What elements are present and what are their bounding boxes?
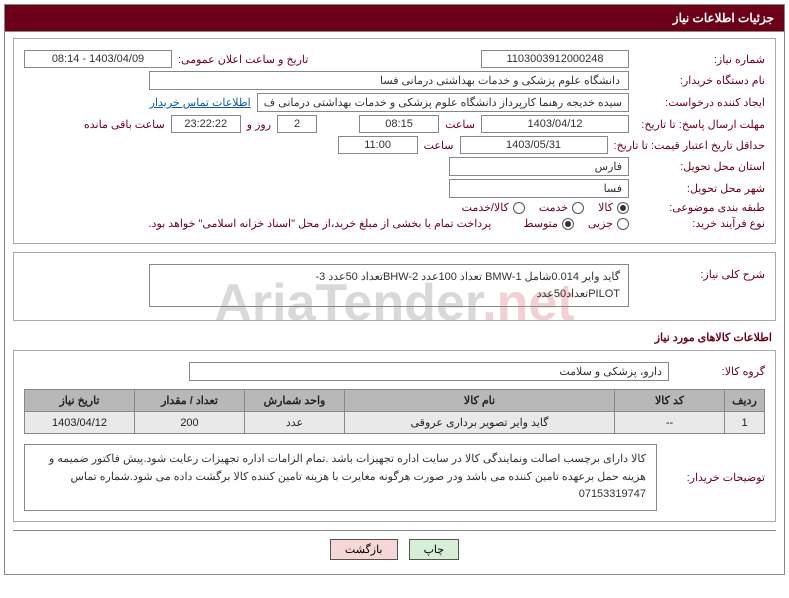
- desc-fieldset: شرح کلی نیاز: گاید وایر 0.014شامل BMW-1 …: [13, 252, 776, 321]
- radio-متوسط[interactable]: متوسط: [523, 217, 574, 230]
- radio-کالا/خدمت[interactable]: کالا/خدمت: [462, 201, 525, 214]
- val-buyer-org: دانشگاه علوم پزشکی و خدمات بهداشتی درمان…: [149, 71, 629, 90]
- table-cell: عدد: [245, 412, 345, 434]
- radio-dot-icon: [562, 218, 574, 230]
- lbl-city: شهر محل تحویل:: [635, 182, 765, 195]
- proc-note: پرداخت تمام یا بخشی از مبلغ خرید،از محل …: [149, 217, 492, 230]
- lbl-saat-2: ساعت: [424, 139, 454, 152]
- desc-box: گاید وایر 0.014شامل BMW-1 تعداد 100عدد B…: [149, 264, 629, 307]
- items-fieldset: گروه کالا: دارو، پزشکی و سلامت ردیفکد کا…: [13, 350, 776, 522]
- val-reply-time: 08:15: [359, 115, 439, 133]
- print-button[interactable]: چاپ: [409, 539, 460, 560]
- col-header: کد کالا: [615, 390, 725, 412]
- table-cell: 200: [135, 412, 245, 434]
- table-cell: گاید وایر تصویر برداری عروقی: [345, 412, 615, 434]
- lbl-saat-1: ساعت: [445, 118, 475, 131]
- lbl-requester: ایجاد کننده درخواست:: [635, 96, 765, 109]
- lbl-announce-dt: تاریخ و ساعت اعلان عمومی:: [178, 53, 308, 66]
- lbl-buyer-org: نام دستگاه خریدار:: [635, 74, 765, 87]
- radio-label: کالا/خدمت: [462, 201, 509, 214]
- buyer-contact-link[interactable]: اطلاعات تماس خریدار: [150, 96, 251, 109]
- radio-label: کالا: [598, 201, 613, 214]
- table-row: 1--گاید وایر تصویر برداری عروقیعدد200140…: [25, 412, 765, 434]
- table-cell: --: [615, 412, 725, 434]
- val-hms-left: 23:22:22: [171, 115, 241, 133]
- back-button[interactable]: بازگشت: [330, 539, 398, 560]
- col-header: تعداد / مقدار: [135, 390, 245, 412]
- val-validity-time: 11:00: [338, 136, 418, 154]
- radio-label: جزیی: [588, 217, 613, 230]
- lbl-reply-deadline: مهلت ارسال پاسخ: تا تاریخ:: [635, 118, 765, 131]
- lbl-category: طبقه بندی موضوعی:: [635, 201, 765, 214]
- lbl-validity-min: حداقل تاریخ اعتبار قیمت: تا تاریخ:: [614, 139, 765, 152]
- val-reply-date: 1403/04/12: [481, 115, 629, 133]
- lbl-province: استان محل تحویل:: [635, 160, 765, 173]
- radio-dot-icon: [513, 202, 525, 214]
- val-province: فارس: [449, 157, 629, 176]
- val-days-left: 2: [277, 115, 317, 133]
- lbl-rooz-va: روز و: [247, 118, 271, 131]
- radio-کالا[interactable]: کالا: [598, 201, 629, 214]
- val-goods-group: دارو، پزشکی و سلامت: [189, 362, 669, 381]
- lbl-remaining: ساعت باقی مانده: [84, 118, 165, 131]
- lbl-goods-group: گروه کالا:: [675, 365, 765, 378]
- desc-line1: گاید وایر 0.014شامل BMW-1 تعداد 100عدد B…: [158, 269, 620, 286]
- col-header: تاریخ نیاز: [25, 390, 135, 412]
- radio-dot-icon: [617, 202, 629, 214]
- radio-dot-icon: [572, 202, 584, 214]
- lbl-desc: شرح کلی نیاز:: [635, 264, 765, 281]
- lbl-buyer-notes: توضیحات خریدار:: [665, 444, 765, 511]
- radio-label: خدمت: [539, 201, 568, 214]
- val-announce-dt: 1403/04/09 - 08:14: [24, 50, 172, 68]
- radio-جزیی[interactable]: جزیی: [588, 217, 629, 230]
- col-header: نام کالا: [345, 390, 615, 412]
- desc-line2: PILOTتعداد50عدد: [158, 286, 620, 303]
- col-header: ردیف: [725, 390, 765, 412]
- radio-dot-icon: [617, 218, 629, 230]
- val-req-no: 1103003912000248: [481, 50, 629, 68]
- items-table: ردیفکد کالانام کالاواحد شمارشتعداد / مقد…: [24, 389, 765, 434]
- buyer-notes-box: کالا دارای برچسب اصالت ونمایندگی کالا در…: [24, 444, 657, 511]
- val-city: فسا: [449, 179, 629, 198]
- table-cell: 1: [725, 412, 765, 434]
- info-fieldset: شماره نیاز: 1103003912000248 تاریخ و ساع…: [13, 38, 776, 244]
- table-cell: 1403/04/12: [25, 412, 135, 434]
- radio-label: متوسط: [523, 217, 558, 230]
- lbl-proc-type: نوع فرآیند خرید:: [635, 217, 765, 230]
- radio-خدمت[interactable]: خدمت: [539, 201, 584, 214]
- lbl-req-no: شماره نیاز:: [635, 53, 765, 66]
- panel-title: جزئیات اطلاعات نیاز: [5, 5, 784, 32]
- section-items-title: اطلاعات کالاهای مورد نیاز: [17, 331, 772, 344]
- val-validity-date: 1403/05/31: [460, 136, 608, 154]
- col-header: واحد شمارش: [245, 390, 345, 412]
- val-requester: سیده خدیجه رهنما کارپرداز دانشگاه علوم پ…: [257, 93, 629, 112]
